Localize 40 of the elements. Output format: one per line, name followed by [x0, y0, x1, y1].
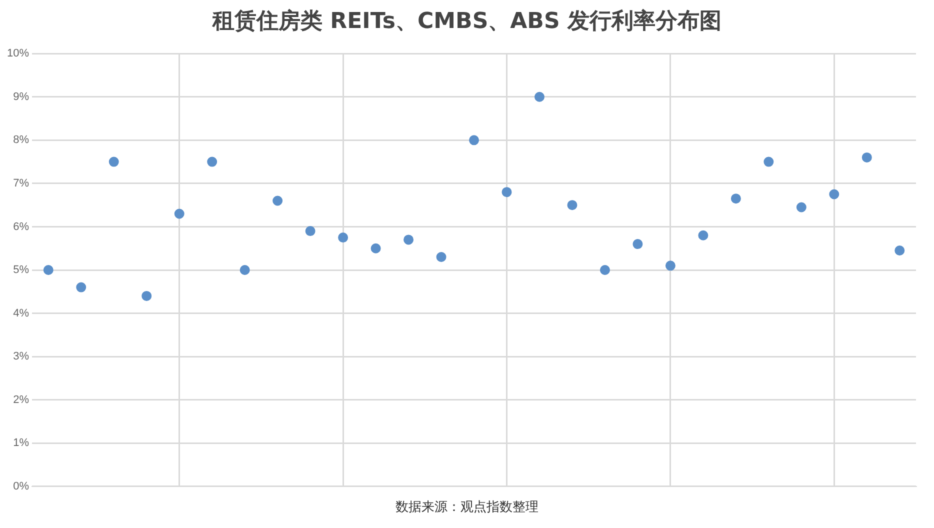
- point: [43, 265, 54, 275]
- point: [207, 156, 218, 167]
- y-tick-label: 1%: [13, 437, 30, 450]
- point: [272, 196, 283, 206]
- y-tick-label: 3%: [13, 350, 30, 363]
- point: [600, 265, 610, 275]
- y-tick-label: 5%: [13, 264, 30, 276]
- point: [240, 265, 250, 275]
- point: [567, 200, 578, 210]
- point: [338, 232, 348, 243]
- point: [534, 92, 544, 102]
- point: [108, 156, 119, 167]
- point: [305, 226, 316, 236]
- y-tick-label: 4%: [13, 307, 30, 320]
- point: [76, 282, 86, 292]
- point: [698, 230, 708, 240]
- point: [862, 152, 872, 162]
- y-tick-label: 6%: [13, 220, 30, 233]
- y-tick-label: 0%: [13, 480, 30, 492]
- point: [764, 156, 774, 167]
- y-tick-label: 10%: [6, 48, 30, 60]
- point: [370, 243, 381, 254]
- y-tick-label: 2%: [13, 394, 30, 406]
- source-note: 数据来源：观点指数整理: [394, 499, 540, 516]
- point: [436, 252, 446, 262]
- y-tick-label: 9%: [13, 90, 30, 103]
- point: [796, 202, 806, 212]
- y-tick-label: 8%: [13, 134, 30, 146]
- y-tick-label: 7%: [13, 177, 30, 190]
- point: [829, 189, 840, 200]
- point: [174, 208, 184, 219]
- chart-title: 租赁住房类 REITs、CMBS、ABS 发行利率分布图: [211, 8, 722, 36]
- point: [142, 290, 152, 301]
- point: [469, 135, 480, 146]
- point: [894, 246, 905, 256]
- point: [404, 234, 414, 245]
- point: [502, 187, 512, 198]
- point: [730, 194, 741, 204]
- point: [632, 239, 643, 250]
- point: [665, 260, 676, 271]
